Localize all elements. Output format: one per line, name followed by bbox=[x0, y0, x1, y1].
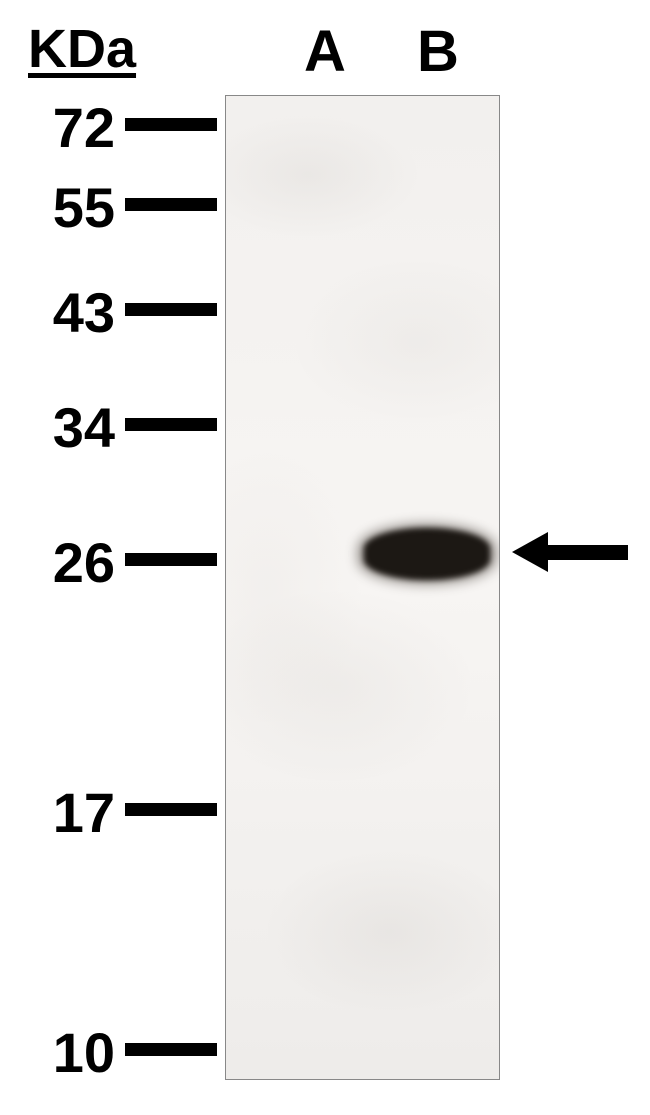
marker-label-17: 17 bbox=[20, 780, 115, 845]
marker-label-10: 10 bbox=[20, 1020, 115, 1085]
indicator-arrow-head bbox=[512, 532, 548, 572]
marker-tick-26 bbox=[125, 553, 217, 566]
lane-label-a: A bbox=[295, 18, 355, 85]
blot-noise-overlay bbox=[226, 96, 499, 1079]
blot-membrane bbox=[225, 95, 500, 1080]
marker-label-26: 26 bbox=[20, 530, 115, 595]
marker-label-34: 34 bbox=[20, 395, 115, 460]
indicator-arrow-body bbox=[548, 545, 628, 560]
lane-label-b: B bbox=[408, 18, 468, 85]
marker-tick-55 bbox=[125, 198, 217, 211]
marker-tick-43 bbox=[125, 303, 217, 316]
marker-tick-10 bbox=[125, 1043, 217, 1056]
band-main-lane-b-26kda bbox=[364, 528, 490, 580]
marker-tick-34 bbox=[125, 418, 217, 431]
marker-tick-72 bbox=[125, 118, 217, 131]
western-blot-figure: KDa 72 55 43 34 26 17 10 A B bbox=[0, 0, 650, 1115]
marker-label-72: 72 bbox=[20, 95, 115, 160]
kda-unit-header: KDa bbox=[28, 18, 136, 80]
marker-tick-17 bbox=[125, 803, 217, 816]
marker-label-55: 55 bbox=[20, 175, 115, 240]
marker-label-43: 43 bbox=[20, 280, 115, 345]
